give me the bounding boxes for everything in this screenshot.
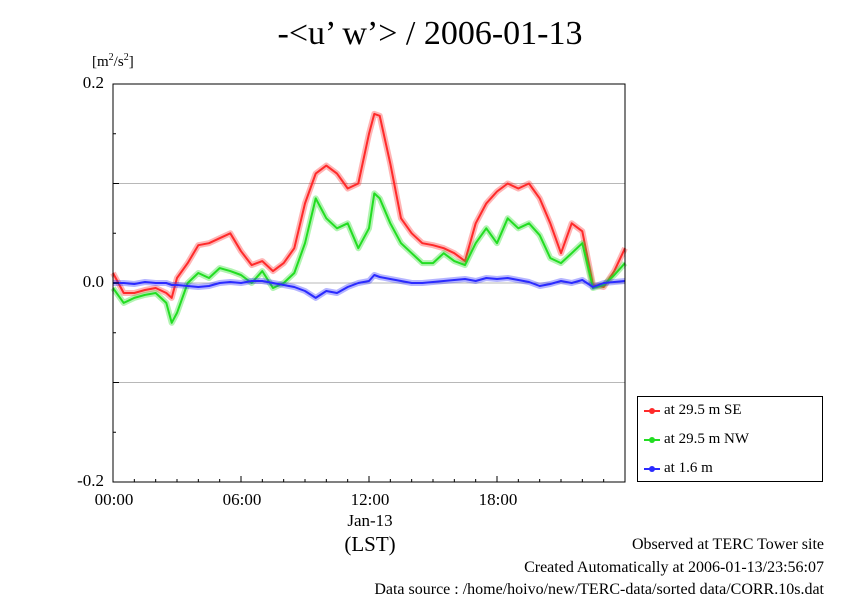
footer-source: Data source : /home/hoivo/new/TERC-data/… xyxy=(374,581,824,598)
legend-item: at 1.6 m xyxy=(644,458,713,478)
x-date-label: Jan-13 xyxy=(347,511,393,530)
legend: at 29.5 m SE at 29.5 m NW at 1.6 m xyxy=(637,396,823,482)
axis-ticks xyxy=(112,83,626,483)
legend-item: at 29.5 m NW xyxy=(644,429,749,449)
footer-observed: Observed at TERC Tower site xyxy=(631,536,824,553)
series-lines xyxy=(110,110,628,326)
x-tick-label: 06:00 xyxy=(222,490,262,509)
series-line xyxy=(112,112,626,299)
legend-swatch xyxy=(644,436,660,443)
y-unit-label: [m2/s2] xyxy=(92,52,134,70)
series-halo xyxy=(110,110,628,301)
y-tick-label: 0.0 xyxy=(82,272,104,291)
x-tick-label: 00:00 xyxy=(94,490,134,509)
chart-title: -<u’ w’> / 2006-01-13 xyxy=(277,15,583,52)
x-tick-label: 12:00 xyxy=(350,490,390,509)
legend-swatch xyxy=(644,407,660,414)
series-line xyxy=(113,274,626,299)
legend-swatch xyxy=(644,465,660,472)
x-axis-label: (LST) xyxy=(344,532,396,556)
y-tick-label: 0.2 xyxy=(82,73,104,92)
legend-item: at 29.5 m SE xyxy=(644,400,742,420)
grid-lines xyxy=(113,183,625,383)
y-tick-label: -0.2 xyxy=(77,471,104,490)
series-line xyxy=(112,192,626,324)
footer-created: Created Automatically at 2006-01-13/23:5… xyxy=(524,559,824,576)
x-tick-label: 18:00 xyxy=(478,490,518,509)
